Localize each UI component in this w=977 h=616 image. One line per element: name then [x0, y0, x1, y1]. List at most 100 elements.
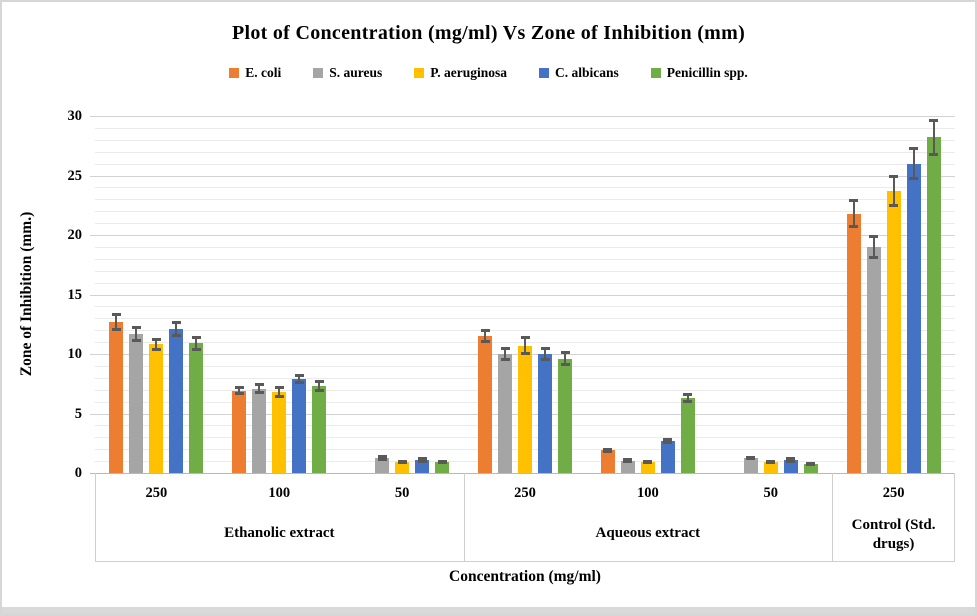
y-tick-label: 25	[67, 167, 83, 184]
section-separator	[954, 473, 955, 561]
bar-e-coli	[846, 213, 861, 473]
legend-swatch-icon	[539, 68, 549, 78]
error-bar-cap	[274, 394, 284, 398]
bar-penicillin-spp-	[558, 358, 572, 473]
bar-s-aureus	[866, 246, 881, 473]
error-bar-cap	[234, 386, 244, 390]
legend-swatch-icon	[313, 68, 324, 78]
error-bar-cap	[171, 320, 181, 324]
error-bar-cap	[643, 461, 653, 465]
category-label: 100	[636, 485, 659, 501]
error-bar-line	[932, 119, 935, 156]
bar-penicillin-spp-	[680, 398, 695, 473]
error-bar-cap	[929, 118, 939, 122]
error-bar-cap	[191, 335, 201, 339]
error-bar-cap	[111, 312, 121, 316]
error-bar-cap	[786, 457, 796, 461]
bar-e-coli	[478, 336, 492, 473]
legend-label: P. aeruginosa	[430, 65, 507, 80]
legend-item: C. albicans	[539, 65, 619, 81]
error-bar-cap	[437, 461, 447, 465]
minor-gridline	[95, 306, 955, 308]
error-bar-cap	[663, 440, 673, 444]
error-bar-line	[524, 337, 526, 354]
error-bar-cap	[869, 256, 879, 260]
minor-gridline	[95, 163, 955, 165]
error-bar-cap	[520, 336, 530, 340]
y-tick-label: 20	[67, 227, 83, 243]
bar-c-albicans	[292, 378, 307, 473]
error-bar-cap	[520, 352, 530, 355]
error-bar-line	[258, 383, 261, 394]
section-label: Control (Std. drugs)	[851, 517, 936, 552]
minor-gridline	[95, 330, 955, 332]
error-bar-line	[175, 321, 178, 337]
bar-c-albicans	[906, 163, 921, 473]
bar-c-albicans	[169, 329, 184, 473]
error-bar-line	[544, 348, 546, 360]
error-bar-cap	[397, 461, 407, 465]
error-bar-cap	[480, 329, 490, 333]
legend-label: Penicillin spp.	[666, 65, 748, 80]
error-bar-cap	[294, 381, 304, 385]
bar-s-aureus	[375, 458, 390, 473]
category-label: 250	[145, 485, 168, 501]
bar-p-aeruginosa	[272, 392, 287, 473]
error-bar-line	[318, 381, 321, 391]
section-label: Ethanolic extract	[224, 525, 335, 541]
error-bar-cap	[909, 147, 919, 151]
category-label: 250	[882, 485, 905, 501]
bar-penicillin-spp-	[189, 343, 204, 473]
x-axis-line	[90, 473, 955, 474]
error-bar-cap	[151, 348, 161, 352]
legend-item: Penicillin spp.	[650, 65, 748, 81]
bar-e-coli	[109, 321, 124, 473]
error-bar-cap	[560, 351, 570, 355]
error-bar-line	[852, 200, 855, 227]
y-tick-label: 5	[74, 405, 82, 422]
legend-item: E. coli	[229, 65, 281, 81]
error-bar-cap	[603, 450, 613, 454]
legend-swatch-icon	[650, 68, 661, 78]
error-bar-cap	[603, 447, 613, 451]
category-label: 50	[394, 485, 410, 501]
error-bar-line	[155, 338, 158, 351]
y-tick-label: 10	[67, 346, 83, 362]
legend-swatch-icon	[414, 68, 425, 78]
bar-s-aureus	[498, 354, 512, 473]
error-bar-line	[278, 387, 281, 397]
error-bar-line	[484, 330, 486, 343]
major-gridline	[90, 116, 955, 117]
error-bar-line	[686, 394, 689, 402]
error-bar-cap	[480, 340, 490, 344]
legend-label: E. coli	[245, 65, 282, 80]
minor-gridline	[95, 187, 955, 189]
error-bar-cap	[274, 386, 284, 390]
error-bar-cap	[909, 177, 919, 181]
x-axis-title: Concentration (mg/ml)	[449, 568, 601, 585]
minor-gridline	[95, 270, 955, 272]
y-tick-label: 15	[67, 286, 83, 303]
legend: E. coli S. aureus P. aeruginosa C. albicans…	[2, 65, 975, 81]
bar-c-albicans	[415, 459, 430, 473]
error-bar-cap	[254, 391, 264, 395]
error-bar-line	[504, 348, 506, 360]
error-bar-cap	[417, 457, 427, 461]
error-bar-line	[564, 352, 566, 366]
category-box-bottom	[95, 561, 955, 562]
bar-c-albicans	[538, 354, 552, 473]
error-bar-line	[135, 326, 138, 341]
error-bar-cap	[849, 199, 859, 203]
error-bar-cap	[314, 388, 324, 392]
error-bar-cap	[131, 325, 141, 329]
major-gridline	[90, 235, 955, 236]
error-bar-cap	[683, 399, 693, 403]
bar-c-albicans	[660, 440, 675, 473]
error-bar-cap	[869, 234, 879, 238]
error-bar-line	[238, 387, 241, 395]
error-bar-cap	[151, 337, 161, 341]
bottom-strip	[2, 607, 975, 614]
bar-penicillin-spp-	[803, 464, 818, 473]
error-bar-cap	[746, 457, 756, 461]
